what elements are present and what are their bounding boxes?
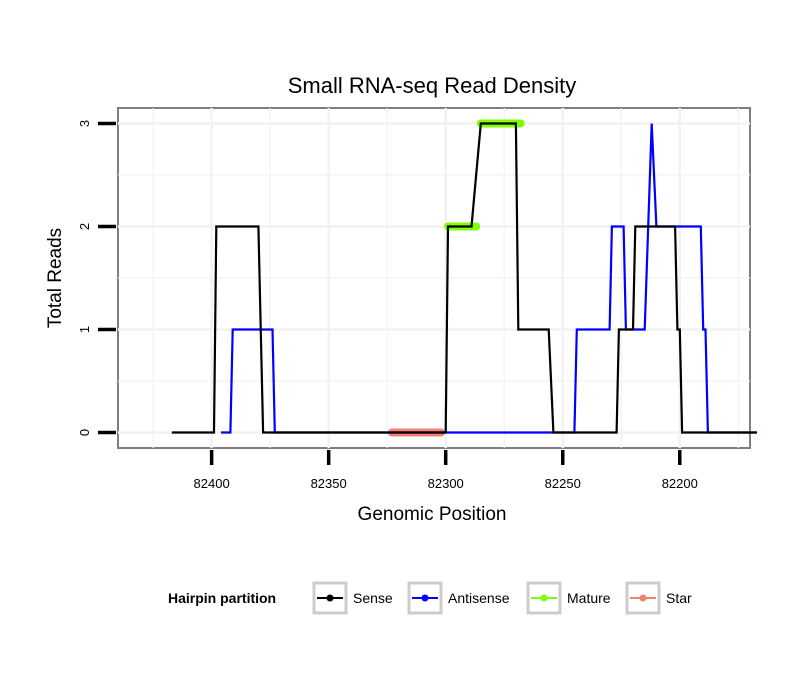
series-layer xyxy=(171,119,757,437)
legend-key-dot-star xyxy=(639,594,647,602)
x-tick-label-3: 82250 xyxy=(545,476,581,491)
legend-key-dot-antisense xyxy=(421,594,429,602)
legend-label-antisense: Antisense xyxy=(448,590,510,606)
legend-label-star: Star xyxy=(666,590,692,606)
y-tick-label-3: 3 xyxy=(77,120,92,127)
x-axis-title: Genomic Position xyxy=(358,504,507,525)
legend-title: Hairpin partition xyxy=(168,590,276,606)
legend: Hairpin partition Sense Antisense Mature St… xyxy=(168,581,692,615)
chart-title: Small RNA-seq Read Density xyxy=(288,73,577,98)
legend-key-dot-mature xyxy=(540,594,548,602)
y-axis-title: Total Reads xyxy=(45,228,66,328)
x-tick-label-4: 82200 xyxy=(662,476,698,491)
y-tick-label-2: 2 xyxy=(77,223,92,230)
legend-key-dot-sense xyxy=(326,594,334,602)
series-sense-line xyxy=(171,122,757,434)
series-antisense-line xyxy=(221,123,757,434)
y-tick-label-1: 1 xyxy=(77,326,92,333)
y-tick-label-0: 0 xyxy=(77,429,92,436)
x-tick-label-2: 82300 xyxy=(428,476,464,491)
x-tick-label-0: 82400 xyxy=(194,476,230,491)
y-axis: 0 1 2 3 xyxy=(77,120,116,436)
legend-label-mature: Mature xyxy=(567,590,611,606)
x-axis: 82400 82350 82300 82250 82200 xyxy=(194,450,698,491)
legend-label-sense: Sense xyxy=(353,590,393,606)
x-tick-label-1: 82350 xyxy=(311,476,347,491)
